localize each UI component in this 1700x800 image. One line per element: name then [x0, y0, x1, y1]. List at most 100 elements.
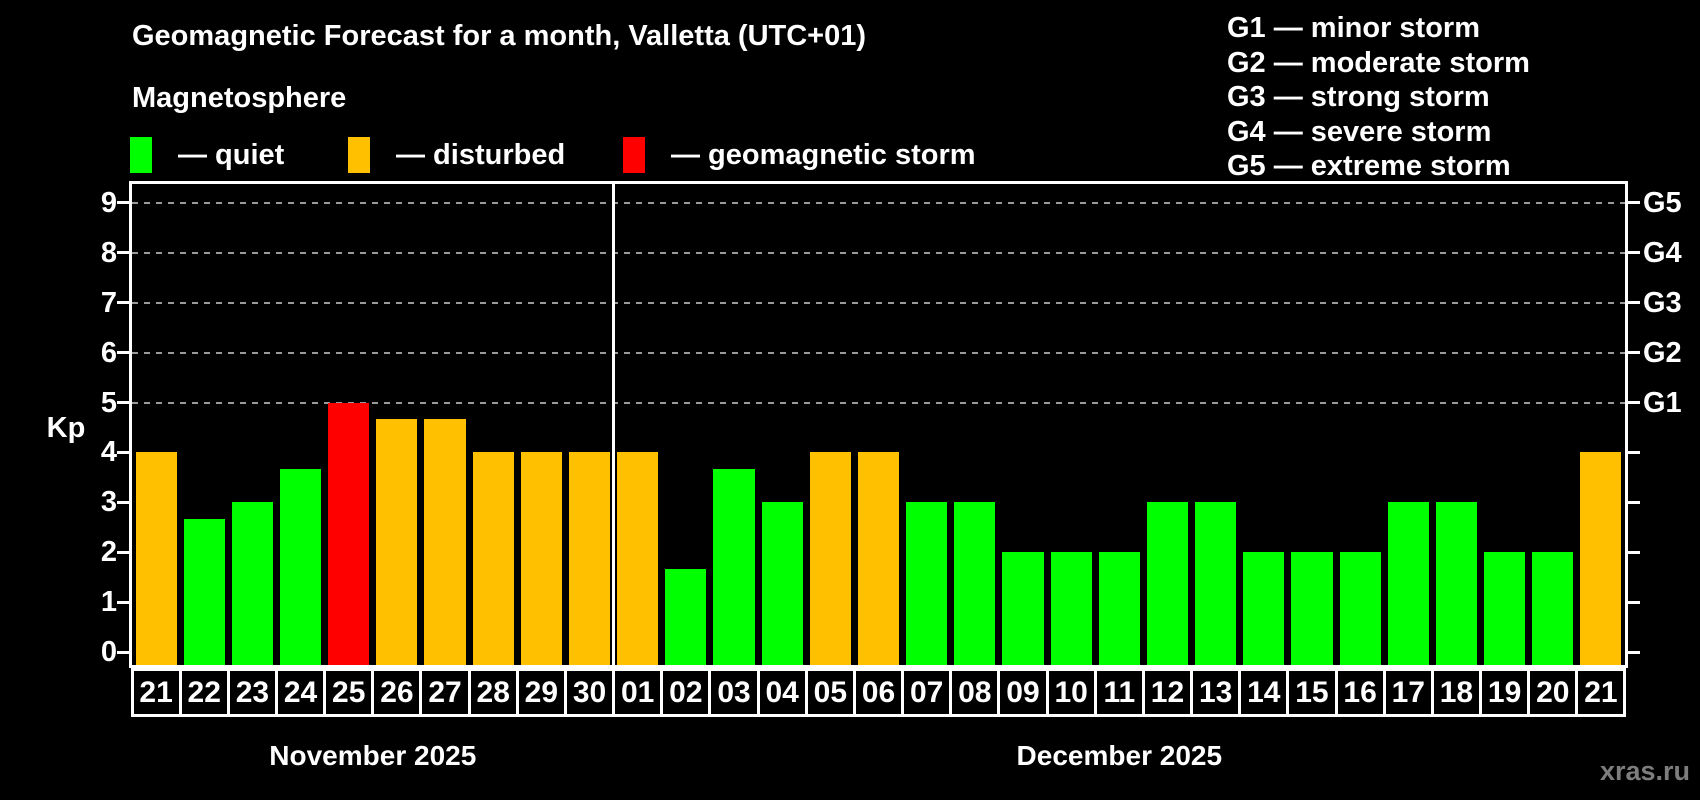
- legend-item-storm: — geomagnetic storm: [623, 136, 976, 174]
- bar: [809, 452, 851, 665]
- magnetosphere-subtitle: Magnetosphere: [132, 82, 347, 114]
- bar: [617, 452, 659, 665]
- g-axis-tick: [1628, 401, 1640, 404]
- date-cell: 06: [852, 668, 905, 717]
- date-cell: 03: [708, 668, 760, 717]
- gridline: [132, 301, 1625, 304]
- date-cell: 01: [612, 668, 664, 717]
- bar: [1387, 502, 1429, 665]
- date-cell: 16: [1334, 668, 1386, 717]
- date-cell: 23: [226, 668, 278, 717]
- gridline: [132, 251, 1625, 254]
- y-tick-label: 2: [100, 536, 117, 569]
- g-axis-tick: [1628, 351, 1640, 355]
- bar: [1002, 552, 1044, 665]
- bar: [665, 568, 707, 665]
- g-axis-tick: [1628, 650, 1640, 654]
- bar: [1532, 552, 1574, 665]
- legend-label-storm: — geomagnetic storm: [671, 138, 976, 171]
- g2-legend-line: G2 — moderate storm: [1227, 46, 1530, 79]
- date-cell: 08: [949, 668, 1001, 717]
- g-scale-label: G2: [1643, 336, 1682, 369]
- y-axis-tick: [117, 201, 129, 205]
- bar: [1484, 552, 1526, 665]
- bar: [231, 502, 273, 665]
- date-cell: 20: [1527, 668, 1579, 717]
- date-cell: 13: [1190, 668, 1242, 717]
- bar: [1243, 552, 1285, 665]
- g-axis-tick: [1628, 500, 1640, 504]
- y-tick-label: 7: [100, 286, 117, 319]
- bar: [424, 418, 466, 665]
- bar: [328, 402, 370, 665]
- y-axis-tick: [117, 500, 129, 504]
- g-scale-label: G3: [1643, 286, 1682, 319]
- bar: [1291, 552, 1333, 665]
- date-cell: 24: [274, 668, 327, 717]
- watermark: xras.ru: [1599, 756, 1690, 786]
- y-axis-tick: [117, 550, 129, 554]
- g-axis-tick: [1628, 251, 1640, 255]
- y-tick-label: 1: [100, 586, 117, 619]
- bar: [1435, 502, 1477, 665]
- g-scale-label: G5: [1643, 186, 1682, 219]
- y-tick-label: 6: [100, 336, 117, 369]
- bar: [1580, 452, 1622, 665]
- y-axis-tick: [117, 650, 129, 654]
- gridline: [132, 201, 1625, 204]
- g4-legend-line: G4 — severe storm: [1227, 115, 1492, 148]
- legend-item-quiet: — quiet: [130, 136, 284, 174]
- date-cell: 27: [419, 668, 471, 717]
- date-cell: 02: [660, 668, 712, 717]
- bar: [1339, 552, 1381, 665]
- bar: [376, 418, 418, 665]
- date-cell: 18: [1430, 668, 1482, 717]
- y-tick-label: 0: [100, 636, 117, 668]
- date-cell: 15: [1286, 668, 1338, 717]
- date-cell: 12: [1141, 668, 1194, 717]
- date-cell: 07: [901, 668, 953, 717]
- bar: [1050, 552, 1092, 665]
- y-axis-tick: [117, 251, 129, 255]
- g-axis-tick: [1628, 550, 1640, 554]
- y-tick-label: 9: [100, 186, 117, 219]
- y-axis-tick: [117, 401, 129, 404]
- g-axis-tick: [1628, 201, 1640, 205]
- bar: [713, 468, 755, 665]
- g1-legend-line: G1 — minor storm: [1227, 12, 1480, 44]
- g-scale-label: G1: [1643, 386, 1682, 419]
- bar: [279, 468, 322, 665]
- g-axis-tick: [1628, 450, 1640, 454]
- storm-color-swatch: [623, 137, 645, 173]
- date-cell: 19: [1479, 668, 1531, 717]
- date-cell: 17: [1382, 668, 1434, 717]
- y-tick-label: 8: [100, 236, 117, 269]
- y-tick-label: 4: [100, 436, 117, 469]
- g3-legend-line: G3 — strong storm: [1227, 81, 1490, 113]
- y-tick-label: 5: [100, 386, 117, 419]
- date-cell: 04: [756, 668, 808, 717]
- date-cell: 26: [371, 668, 423, 717]
- date-cell: 30: [563, 668, 616, 717]
- y-axis-tick: [117, 351, 129, 355]
- date-cell: 21: [1575, 668, 1627, 717]
- month-separator: [612, 184, 616, 665]
- g-axis-tick: [1628, 600, 1640, 604]
- bar: [1195, 502, 1237, 665]
- gridline: [132, 401, 1625, 404]
- disturbed-color-swatch: [348, 137, 370, 173]
- y-axis-tick: [117, 450, 129, 454]
- date-cell: 28: [467, 668, 519, 717]
- g-scale-legend: G1 — minor storm G2 — moderate storm G3 …: [1227, 11, 1530, 184]
- month-label-november: November 2025: [269, 740, 477, 771]
- date-cell: 09: [997, 668, 1049, 717]
- date-cell: 21: [130, 668, 182, 717]
- kp-axis-label: Kp: [46, 412, 86, 444]
- date-cell: 05: [804, 668, 856, 717]
- date-cell: 29: [515, 668, 567, 717]
- bar: [906, 502, 948, 665]
- bar: [472, 452, 514, 665]
- legend-label-quiet: — quiet: [178, 138, 285, 171]
- date-cell: 22: [178, 668, 230, 717]
- y-axis-tick: [117, 600, 129, 604]
